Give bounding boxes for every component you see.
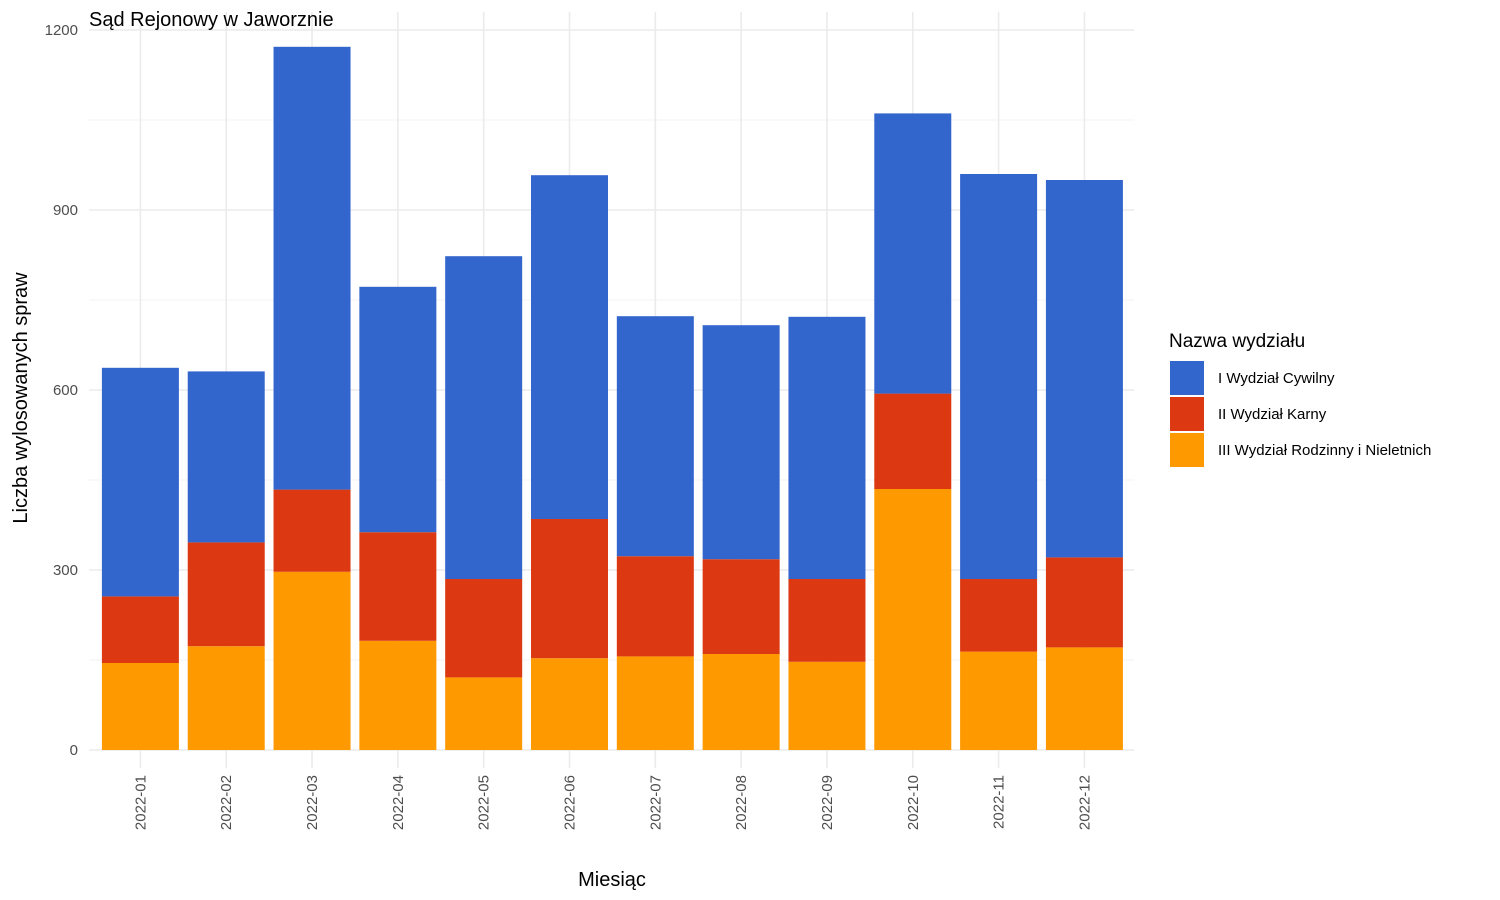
x-tick-label: 2022-12 — [1076, 775, 1093, 830]
legend-items: I Wydział Cywilny II Wydział Karny III Wyd… — [1170, 361, 1431, 467]
bar-segment — [359, 532, 437, 641]
bar-segment — [616, 316, 694, 557]
bar-segment — [531, 175, 608, 519]
y-tick-label: 0 — [70, 742, 78, 759]
x-tick-label: 2022-04 — [390, 775, 407, 830]
bar-segment — [101, 367, 179, 597]
y-tick-label: 900 — [53, 202, 78, 219]
y-tick-label: 1200 — [45, 22, 78, 39]
bar-segment — [874, 489, 952, 750]
legend-swatch — [1170, 433, 1204, 467]
legend-swatch — [1170, 397, 1204, 431]
bar-segment — [1045, 647, 1123, 750]
legend-label: III Wydział Rodzinny i Nieletnich — [1218, 442, 1431, 459]
y-axis-ticks: 0 300 600 900 1200 — [45, 22, 78, 759]
y-tick-label: 600 — [53, 382, 78, 399]
bars — [101, 46, 1123, 750]
bar-segment — [187, 542, 265, 647]
bar-segment — [101, 663, 179, 750]
bar-segment — [960, 174, 1038, 579]
bar-segment — [1045, 557, 1123, 648]
bar-segment — [531, 519, 608, 659]
x-tick-label: 2022-09 — [819, 775, 836, 830]
x-tick-label: 2022-10 — [905, 775, 922, 830]
bar-segment — [702, 325, 780, 560]
legend: Nazwa wydziału I Wydział Cywilny II Wydzi… — [1169, 331, 1431, 467]
x-axis-title: Miesiąc — [578, 869, 646, 891]
bar-segment — [788, 579, 866, 662]
bar-segment — [1045, 180, 1123, 558]
x-tick-label: 2022-06 — [562, 775, 579, 830]
x-tick-label: 2022-03 — [304, 775, 321, 830]
bar-segment — [101, 596, 179, 663]
bar-segment — [359, 640, 437, 750]
bar-segment — [788, 316, 866, 579]
bar-segment — [616, 556, 694, 657]
bar-segment — [445, 256, 523, 579]
bar-segment — [874, 113, 952, 394]
bar-segment — [702, 559, 780, 654]
legend-title: Nazwa wydziału — [1169, 331, 1305, 352]
bar-segment — [273, 489, 351, 572]
x-tick-label: 2022-01 — [132, 775, 149, 830]
x-axis-ticks: 2022-01 2022-02 2022-03 2022-04 2022-05 2022-… — [132, 775, 1093, 830]
x-tick-label: 2022-11 — [991, 775, 1008, 829]
legend-label: I Wydział Cywilny — [1218, 370, 1335, 387]
bar-segment — [187, 646, 265, 750]
bar-segment — [616, 656, 694, 750]
bar-segment — [273, 571, 351, 750]
bar-segment — [187, 371, 265, 543]
chart-title: Sąd Rejonowy w Jaworznie — [89, 9, 334, 31]
x-tick-label: 2022-05 — [476, 775, 493, 830]
bar-segment — [273, 46, 351, 490]
bar-segment — [702, 654, 780, 750]
bar-segment — [445, 677, 523, 750]
bar-segment — [960, 651, 1038, 750]
y-tick-label: 300 — [53, 562, 78, 579]
legend-swatch — [1170, 361, 1204, 395]
bar-segment — [359, 286, 437, 533]
x-tick-label: 2022-02 — [218, 775, 235, 830]
y-axis-title: Liczba wylosowanych spraw — [10, 272, 32, 524]
bar-segment — [960, 579, 1038, 652]
bar-segment — [788, 661, 866, 750]
bar-segment — [874, 393, 952, 489]
x-tick-label: 2022-08 — [733, 775, 750, 830]
bar-segment — [445, 579, 523, 678]
x-tick-label: 2022-07 — [647, 775, 664, 830]
legend-label: II Wydział Karny — [1218, 406, 1327, 423]
bar-segment — [531, 658, 608, 750]
